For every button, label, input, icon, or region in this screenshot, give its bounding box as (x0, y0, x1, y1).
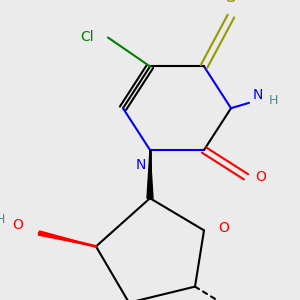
Text: O: O (256, 170, 266, 184)
Text: Cl: Cl (80, 31, 94, 44)
Polygon shape (147, 150, 153, 198)
Polygon shape (38, 231, 96, 246)
Text: N: N (136, 158, 146, 172)
Text: S: S (226, 0, 236, 6)
Text: N: N (253, 88, 263, 102)
Text: H: H (268, 94, 278, 107)
Text: O: O (218, 221, 229, 235)
Text: H: H (0, 213, 5, 226)
Text: O: O (13, 218, 23, 232)
